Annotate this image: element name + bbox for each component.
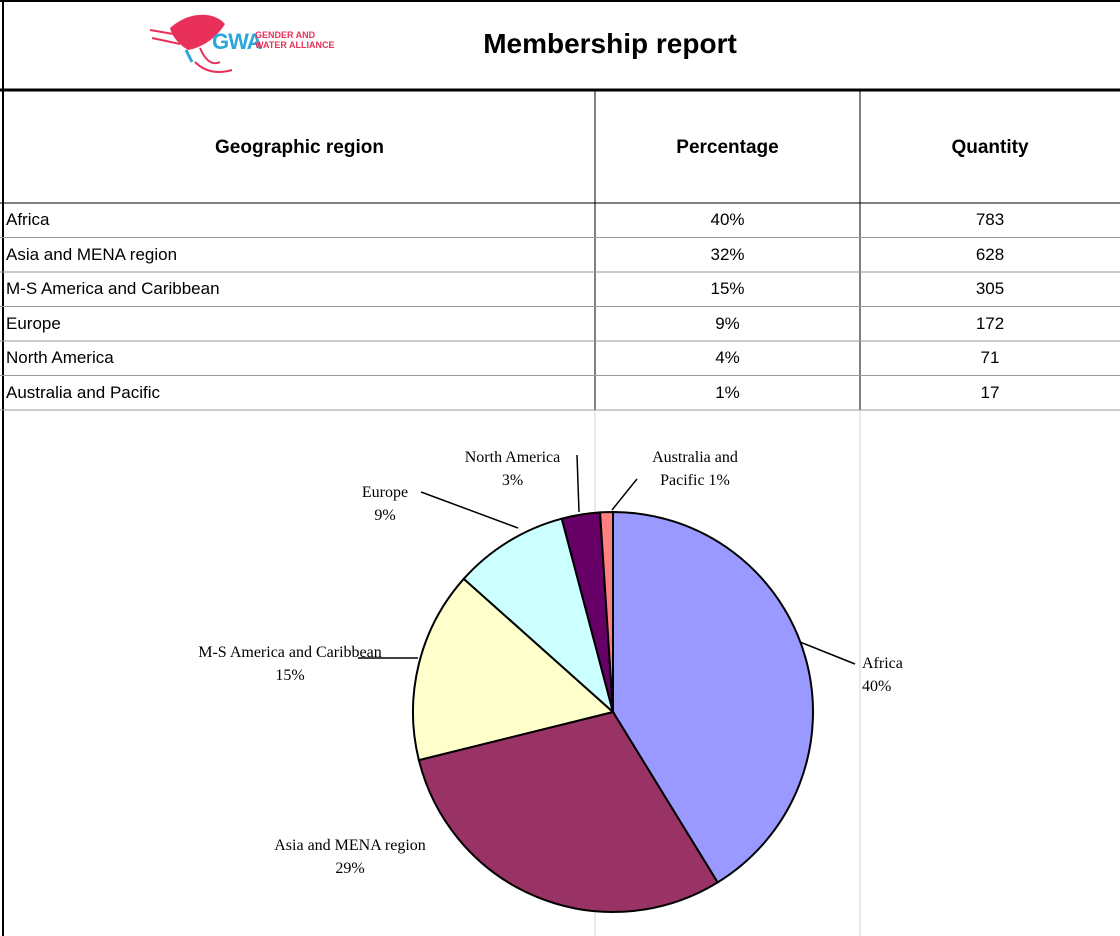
pie-label-value: 40% xyxy=(862,678,892,695)
leader-line xyxy=(576,454,580,513)
region-cell: Asia and MENA region xyxy=(6,244,178,264)
leader-line xyxy=(611,478,638,511)
quantity-cell: 628 xyxy=(975,244,1005,264)
pie-slice xyxy=(598,510,614,713)
column-header: Percentage xyxy=(676,136,779,158)
percentage-cell: 15% xyxy=(710,279,745,298)
logo-line: WATER ALLIANCE xyxy=(255,40,335,50)
quantity-cell: 783 xyxy=(975,210,1005,229)
title: Membership report xyxy=(483,28,737,59)
pie-label-value: 3% xyxy=(501,472,524,489)
pie-label: North America 3% xyxy=(440,446,585,492)
pie-label-value: 29% xyxy=(335,860,365,877)
pie-label-value: 1% xyxy=(708,472,730,489)
logo-mark: GWA xyxy=(212,29,263,54)
pie-label-value: 9% xyxy=(374,507,396,524)
pie-label: Australia and Pacific 1% xyxy=(630,446,760,492)
region-cell: Australia and Pacific xyxy=(6,382,161,402)
region-cell: M-S America and Caribbean xyxy=(6,279,220,298)
column-header: Geographic region xyxy=(215,136,384,158)
quantity-cell: 17 xyxy=(980,382,1000,402)
pie-label: Europe 9% xyxy=(340,481,430,527)
logo-shape xyxy=(149,14,233,73)
pie-label-category: Asia and MENA region xyxy=(274,837,426,854)
row-lines xyxy=(0,237,1120,411)
pie-label-category: Europe xyxy=(361,484,409,501)
quantity-cell: 172 xyxy=(975,313,1005,333)
pie xyxy=(358,454,856,913)
column-header: Quantity xyxy=(951,136,1029,158)
percentage-cell: 1% xyxy=(715,382,740,402)
pie-label-category: Australia and Pacific xyxy=(652,449,738,489)
pie-slice xyxy=(412,577,616,762)
logo-text: GENDER AND WATER ALLIANCE xyxy=(255,30,335,50)
pie-label: Asia and MENA region 29% xyxy=(270,834,430,880)
percentage-cell: 40% xyxy=(710,210,745,229)
percentage-cell: 32% xyxy=(710,244,745,264)
region-cell: Africa xyxy=(6,210,50,229)
percentage-cell: 4% xyxy=(715,348,740,367)
pie-slice xyxy=(462,517,615,715)
region-cell: Europe xyxy=(6,313,61,333)
pie-slice xyxy=(417,710,720,913)
pie-label-category: M-S America and Caribbean xyxy=(198,644,382,661)
pie-label: M-S America and Caribbean 15% xyxy=(185,641,395,687)
percentage-cell: 9% xyxy=(715,313,740,333)
leader-line xyxy=(799,641,856,665)
pie-label-category: North America xyxy=(464,449,561,466)
pie-label: Africa 40% xyxy=(862,652,942,698)
logo-line: GENDER AND xyxy=(255,30,316,40)
region-cell: North America xyxy=(6,348,114,367)
quantity-cell: 305 xyxy=(975,279,1005,298)
quantity-cell: 71 xyxy=(980,348,1000,367)
pie-label-value: 15% xyxy=(275,667,305,684)
pie-slice xyxy=(612,510,814,884)
leader-line xyxy=(420,491,519,529)
pie-label-category: Africa xyxy=(862,655,903,672)
